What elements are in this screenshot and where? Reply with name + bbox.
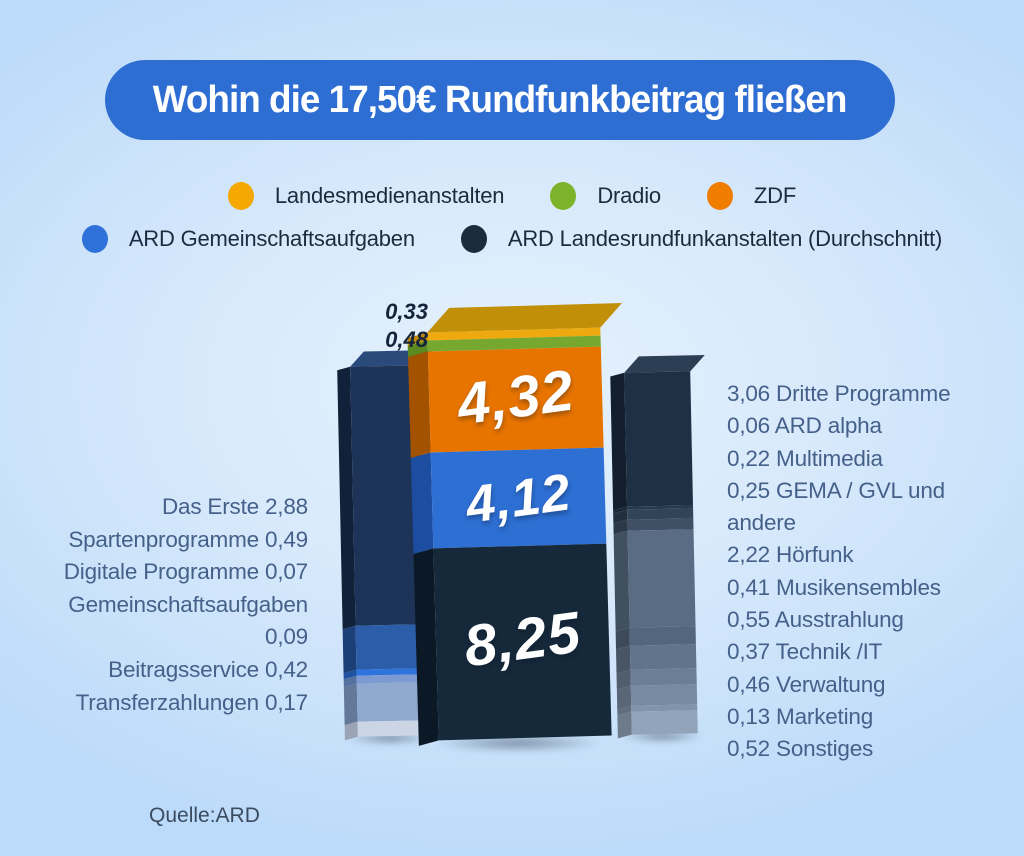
breakdown-label: 0,41 Musikensembles — [727, 574, 941, 600]
segment-transferzahlungen — [357, 720, 427, 737]
breakdown-label: 0,52 Sonstiges — [727, 736, 874, 762]
breakdown-label: 0,55 Ausstrahlung — [727, 607, 904, 633]
legend-dot-blue-icon — [81, 225, 108, 253]
segment-ausstrahlung — [629, 644, 697, 670]
legend-dot-orange-icon — [706, 182, 733, 210]
title-banner: Wohin die 17,50€ Rundfunkbeitrag fließen — [105, 60, 895, 140]
segment-hoerfunk — [627, 529, 696, 628]
legend-label: ARD Gemeinschaftsaufgaben — [128, 226, 415, 251]
legend-label: Landesmedienanstalten — [274, 183, 505, 208]
legend-item-ard-gemeinschaftsaufgaben: ARD Gemeinschaftsaufgaben — [81, 225, 415, 253]
right-bar-topface — [624, 355, 705, 373]
legend-item-ard-landesrundfunkanstalten: ARD Landesrundfunkanstalten (Durchschnit… — [460, 225, 943, 253]
legend-item-zdf: ZDF — [706, 182, 797, 210]
legend-row-2: ARD Gemeinschaftsaufgaben ARD Landesrund… — [0, 219, 1024, 259]
mini-value-labels: 0,33 0,48 — [352, 298, 428, 354]
legend-item-landesmedienanstalten: Landesmedienanstalten — [227, 182, 505, 210]
breakdown-label: 3,06 Dritte Programme — [727, 381, 951, 406]
legend-dot-yellow-icon — [227, 182, 254, 210]
breakdown-label: 0,13 Marketing — [727, 703, 874, 729]
breakdown-label: 2,22 Hörfunk — [727, 542, 854, 568]
value-label-landesmedienanstalten: 0,33 — [385, 299, 428, 324]
breakdown-label: Gemeinschaftsaufgaben 0,09 — [68, 591, 308, 650]
page-title: Wohin die 17,50€ Rundfunkbeitrag fließen — [153, 78, 848, 121]
segment-dritte-programme — [624, 371, 694, 507]
breakdown-label: 0,22 Multimedia — [727, 445, 883, 471]
legend-row-1: Landesmedienanstalten Dradio ZDF — [0, 176, 1024, 216]
left-breakdown-labels: Das Erste 2,88 Spartenprogramme 0,49 Dig… — [28, 491, 308, 719]
right-bar-front — [624, 371, 698, 735]
breakdown-label: Beitragsservice 0,42 — [108, 656, 308, 682]
breakdown-label: Transferzahlungen 0,17 — [75, 689, 309, 715]
breakdown-label: Das Erste 2,88 — [161, 494, 308, 519]
segment-verwaltung — [630, 684, 698, 706]
legend-label: Dradio — [597, 183, 661, 208]
breakdown-label: 0,06 ARD alpha — [727, 413, 882, 439]
legend-label: ARD Landesrundfunkanstalten (Durchschnit… — [507, 226, 943, 251]
segment-beitragsservice — [356, 682, 427, 722]
segment-sonstiges — [631, 710, 698, 735]
breakdown-label: 0,46 Verwaltung — [727, 671, 886, 697]
legend-dot-green-icon — [550, 182, 577, 210]
right-breakdown-labels: 3,06 Dritte Programme 0,06 ARD alpha 0,2… — [727, 378, 1017, 766]
main-stacked-bar: 4,32 4,12 8,25 — [407, 303, 622, 746]
breakdown-label: 0,25 GEMA / GVL und andere — [727, 477, 945, 536]
legend-label: ZDF — [753, 183, 797, 208]
legend-dot-navy-icon — [460, 225, 487, 253]
breakdown-label: Spartenprogramme 0,49 — [68, 526, 308, 552]
legend-item-dradio: Dradio — [550, 182, 661, 210]
legend: Landesmedienanstalten Dradio ZDF ARD Gem… — [0, 176, 1024, 259]
source-note: Quelle:ARD — [149, 804, 260, 827]
breakdown-label: 0,37 Technik /IT — [727, 639, 883, 665]
segment-technik-it — [630, 668, 697, 686]
center-bar-front: 4,32 4,12 8,25 — [427, 327, 612, 741]
segment-musikensembles — [629, 626, 696, 646]
breakdown-label: Digitale Programme 0,07 — [63, 559, 308, 585]
right-breakdown-bar — [610, 355, 705, 739]
value-label-dradio: 0,48 — [385, 327, 428, 352]
